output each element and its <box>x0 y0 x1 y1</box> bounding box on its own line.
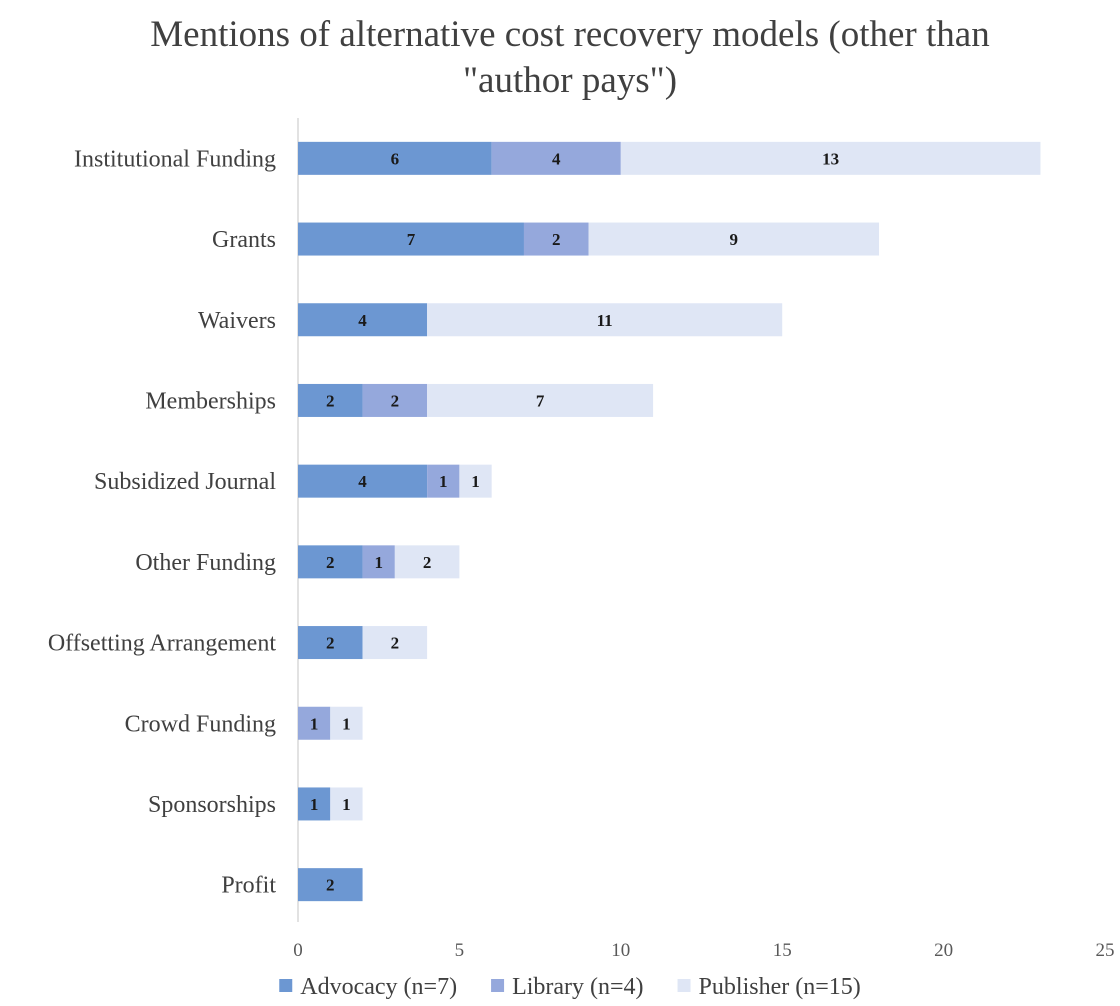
x-tick-label: 5 <box>455 940 465 961</box>
bar-segment <box>298 787 331 821</box>
legend-item: Advocacy (n=7) <box>279 974 457 1000</box>
category-label: Waivers <box>198 308 276 334</box>
x-tick-label: 20 <box>934 940 953 961</box>
x-tick-label: 10 <box>611 940 630 961</box>
bar-segment <box>362 626 428 660</box>
data-label: 1 <box>310 714 319 733</box>
bar-segment <box>459 464 492 498</box>
bar-segment <box>427 303 783 337</box>
data-label: 1 <box>374 553 383 572</box>
x-tick-label: 0 <box>293 940 303 961</box>
bar-segment <box>620 141 1041 175</box>
category-label: Grants <box>212 227 276 253</box>
bar-segment <box>298 464 428 498</box>
data-label: 6 <box>391 149 400 168</box>
legend-swatch <box>677 979 691 992</box>
legend-swatch <box>491 979 505 992</box>
data-label: 1 <box>471 472 480 491</box>
x-tick-label: 15 <box>773 940 792 961</box>
data-label: 7 <box>407 230 416 249</box>
category-label: Sponsorships <box>148 792 276 818</box>
category-label: Memberships <box>145 388 276 414</box>
data-label: 2 <box>552 230 561 249</box>
data-label: 1 <box>342 795 351 814</box>
data-label: 2 <box>326 876 335 895</box>
data-label: 2 <box>391 391 400 410</box>
data-label: 9 <box>730 230 739 249</box>
data-label: 2 <box>391 634 400 653</box>
legend-label: Publisher (n=15) <box>699 974 861 1000</box>
bar-segment <box>298 303 428 337</box>
bar-segment <box>298 868 363 902</box>
bar-segment <box>298 706 331 740</box>
chart-title-line-2: "author pays") <box>463 60 677 101</box>
bar-segment <box>491 141 621 175</box>
plot-area: Institutional Funding 6 4 13 Grants 7 2 9 Waiver… <box>48 118 1115 961</box>
data-label: 11 <box>597 311 613 330</box>
legend-label: Advocacy (n=7) <box>300 974 457 1000</box>
data-label: 1 <box>310 795 319 814</box>
legend-label: Library (n=4) <box>512 974 643 1000</box>
category-label: Crowd Funding <box>125 711 276 737</box>
bar-segment <box>298 626 363 660</box>
bar-segment <box>427 383 654 417</box>
bar-segment <box>298 545 363 579</box>
data-label: 4 <box>552 149 561 168</box>
data-label: 7 <box>536 391 545 410</box>
data-label: 2 <box>326 391 335 410</box>
legend: Advocacy (n=7) Library (n=4) Publisher (n=… <box>279 974 861 1000</box>
bar-segment <box>362 383 428 417</box>
data-label: 13 <box>822 149 839 168</box>
data-label: 2 <box>326 553 335 572</box>
category-label: Offsetting Arrangement <box>48 631 276 657</box>
bar-segment <box>362 545 395 579</box>
bar-segment <box>427 464 460 498</box>
category-label: Subsidized Journal <box>94 469 276 495</box>
bar-segment <box>523 222 589 256</box>
bar-segment <box>330 787 363 821</box>
bar-segment <box>588 222 880 256</box>
legend-item: Library (n=4) <box>491 974 644 1000</box>
legend-item: Publisher (n=15) <box>677 974 861 1000</box>
category-label: Other Funding <box>135 550 276 576</box>
data-label: 1 <box>439 472 448 491</box>
category-label: Institutional Funding <box>74 146 276 172</box>
data-label: 1 <box>342 714 351 733</box>
data-label: 2 <box>423 553 432 572</box>
bar-segment <box>330 706 363 740</box>
category-label: Profit <box>221 873 276 899</box>
bar-segment <box>298 383 363 417</box>
data-label: 4 <box>358 311 367 330</box>
data-label: 4 <box>358 472 367 491</box>
bar-segment <box>298 141 492 175</box>
bar-segment <box>298 222 524 256</box>
chart-title-line-1: Mentions of alternative cost recovery mo… <box>150 14 989 55</box>
legend-swatch <box>279 979 293 992</box>
bar-segment <box>394 545 460 579</box>
data-label: 2 <box>326 634 335 653</box>
x-tick-label: 25 <box>1096 940 1115 961</box>
